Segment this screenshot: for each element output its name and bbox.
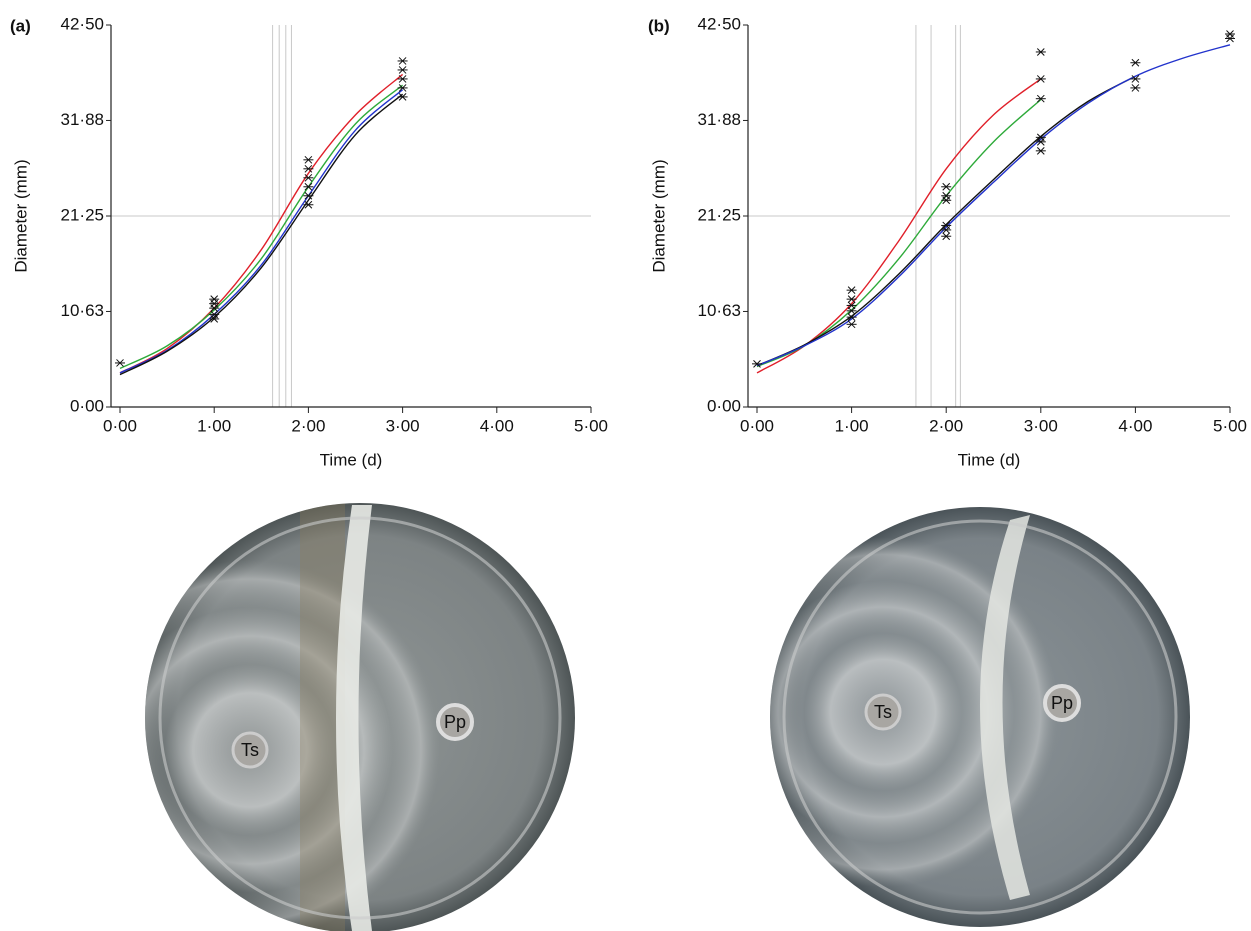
figure: Ts Pp Ts Pp (a) Diameter (mm) Time (d) 0·00…	[0, 0, 1251, 931]
y-tick-label: 0·00	[70, 396, 104, 415]
x-tick-label: 1·00	[197, 416, 231, 435]
plate-photo-b: Ts Pp	[708, 507, 1190, 927]
y-tick-label: 31·88	[698, 110, 741, 129]
data-point	[847, 287, 857, 294]
data-point	[1130, 84, 1140, 91]
x-tick-label: 2·00	[929, 416, 963, 435]
x-tick-label: 2·00	[291, 416, 325, 435]
data-point	[303, 183, 313, 190]
x-axis-label: Time (d)	[320, 450, 383, 469]
data-point	[1036, 95, 1046, 102]
panel-label: (a)	[10, 16, 31, 35]
data-point	[303, 201, 313, 208]
y-tick-label: 10·63	[61, 301, 104, 320]
plate-label: Pp	[1051, 693, 1073, 713]
y-tick-label: 42·50	[698, 14, 741, 33]
data-point	[303, 165, 313, 172]
y-axis-label: Diameter (mm)	[649, 159, 668, 272]
x-tick-label: 5·00	[574, 416, 608, 435]
data-point	[941, 233, 951, 240]
y-axis-label: Diameter (mm)	[11, 159, 30, 272]
data-point	[1036, 48, 1046, 55]
panel-label: (b)	[648, 16, 670, 35]
data-point	[303, 156, 313, 163]
data-point	[941, 183, 951, 190]
x-tick-label: 1·00	[835, 416, 869, 435]
line	[757, 100, 1041, 367]
plate-label: Ts	[874, 702, 892, 722]
plate-photo-a: Ts Pp	[60, 500, 575, 931]
y-tick-label: 31·88	[61, 110, 104, 129]
x-axis-label: Time (d)	[958, 450, 1021, 469]
x-tick-label: 3·00	[386, 416, 420, 435]
data-point	[398, 66, 408, 73]
line	[757, 79, 1041, 373]
data-point	[1225, 35, 1235, 42]
data-point	[1225, 30, 1235, 37]
data-point	[941, 192, 951, 199]
data-point	[115, 359, 125, 366]
y-tick-label: 21·25	[698, 205, 741, 224]
data-point	[941, 197, 951, 204]
line	[757, 76, 1135, 365]
y-tick-label: 10·63	[698, 301, 741, 320]
y-tick-label: 42·50	[61, 14, 104, 33]
x-tick-label: 3·00	[1024, 416, 1058, 435]
data-point	[209, 296, 219, 303]
data-point	[303, 192, 313, 199]
x-tick-label: 0·00	[103, 416, 137, 435]
y-tick-label: 0·00	[707, 396, 741, 415]
data-point	[303, 174, 313, 181]
y-tick-label: 21·25	[61, 205, 104, 224]
x-tick-label: 4·00	[1118, 416, 1152, 435]
x-tick-label: 5·00	[1213, 416, 1247, 435]
data-point	[847, 296, 857, 303]
plate-label: Pp	[444, 712, 466, 732]
line	[120, 94, 403, 374]
x-tick-label: 0·00	[740, 416, 774, 435]
line	[757, 45, 1230, 366]
line	[120, 85, 403, 368]
data-point	[398, 57, 408, 64]
data-point	[1036, 147, 1046, 154]
plate-label: Ts	[241, 740, 259, 760]
line	[120, 90, 403, 373]
x-tick-label: 4·00	[480, 416, 514, 435]
data-point	[1130, 59, 1140, 66]
